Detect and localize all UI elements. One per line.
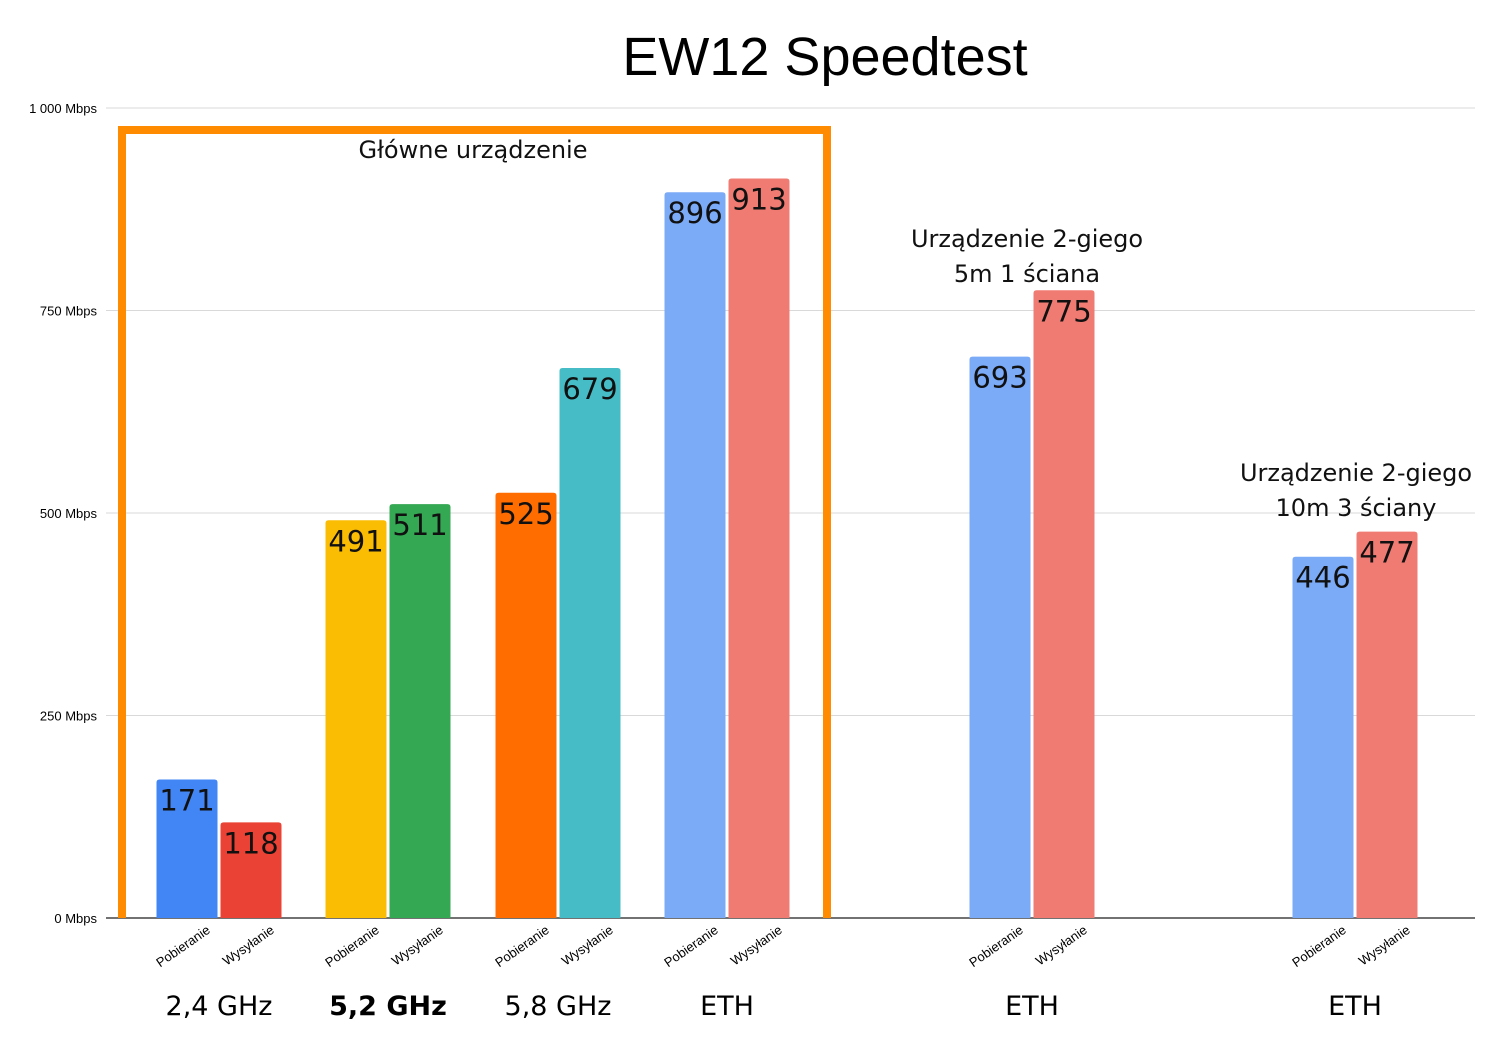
bar-value-label: 477 xyxy=(1359,536,1414,570)
annotation-text: Główne urządzenie xyxy=(359,136,588,164)
bar xyxy=(156,779,218,918)
y-tick-label: 750 Mbps xyxy=(40,304,98,319)
x-tick-label: Wysyłanie xyxy=(1356,922,1413,968)
x-tick-label: Wysyłanie xyxy=(559,922,616,968)
group-label: ETH xyxy=(1005,991,1059,1022)
bar-value-label: 913 xyxy=(731,182,786,216)
bar-value-label: 511 xyxy=(392,508,447,542)
bar xyxy=(325,520,387,918)
bar-value-label: 118 xyxy=(223,826,278,860)
x-tick-label: Wysyłanie xyxy=(1033,922,1090,968)
bar xyxy=(1033,290,1095,918)
group-label: 2,4 GHz xyxy=(166,991,273,1022)
group-label: 5,2 GHz xyxy=(329,991,447,1022)
annotation-text: 10m 3 ściany xyxy=(1276,494,1437,522)
x-tick-label: Wysyłanie xyxy=(220,922,277,968)
bar-value-label: 525 xyxy=(498,497,553,531)
bar-value-label: 679 xyxy=(562,372,617,406)
bar-value-label: 775 xyxy=(1036,294,1091,328)
annotation-text: 5m 1 ściana xyxy=(954,260,1100,288)
y-tick-label: 0 Mbps xyxy=(54,911,97,926)
bar xyxy=(1292,556,1354,918)
chart-title: EW12 Speedtest xyxy=(622,27,1027,87)
bar xyxy=(969,356,1031,918)
x-tick-label: Pobieranie xyxy=(492,922,552,970)
x-tick-label: Pobieranie xyxy=(661,922,721,970)
y-tick-label: 1 000 Mbps xyxy=(29,101,97,116)
x-tick-label: Wysyłanie xyxy=(728,922,785,968)
group-label: ETH xyxy=(1328,991,1382,1022)
bars-layer xyxy=(156,178,1418,919)
annotation-text: Urządzenie 2-giego xyxy=(911,225,1143,253)
bar xyxy=(220,822,282,918)
bar-value-label: 446 xyxy=(1295,561,1350,595)
grid-layer xyxy=(106,107,1475,919)
y-tick-label: 250 Mbps xyxy=(40,709,98,724)
y-tick-label: 500 Mbps xyxy=(40,506,98,521)
x-tick-label: Pobieranie xyxy=(966,922,1026,970)
bar xyxy=(664,192,726,919)
bar-value-label: 896 xyxy=(667,196,722,230)
bar xyxy=(389,504,451,918)
bar xyxy=(495,492,557,918)
highlight-box xyxy=(118,126,831,918)
bar-value-label: 693 xyxy=(972,361,1027,395)
x-tick-label: Pobieranie xyxy=(322,922,382,970)
x-tick-label: Pobieranie xyxy=(153,922,213,970)
group-label: ETH xyxy=(700,991,754,1022)
bar-value-label: 491 xyxy=(328,524,383,558)
bar xyxy=(1356,531,1418,918)
annotation-text: Urządzenie 2-giego xyxy=(1240,459,1472,487)
group-label: 5,8 GHz xyxy=(505,991,612,1022)
x-tick-label: Pobieranie xyxy=(1289,922,1349,970)
bar xyxy=(559,368,621,918)
x-tick-label: Wysyłanie xyxy=(389,922,446,968)
annotations-layer: Główne urządzenie Urządzenie 2-giego 5m 1 … xyxy=(118,126,1472,918)
bar xyxy=(728,178,790,919)
bar-value-label: 171 xyxy=(159,783,214,817)
